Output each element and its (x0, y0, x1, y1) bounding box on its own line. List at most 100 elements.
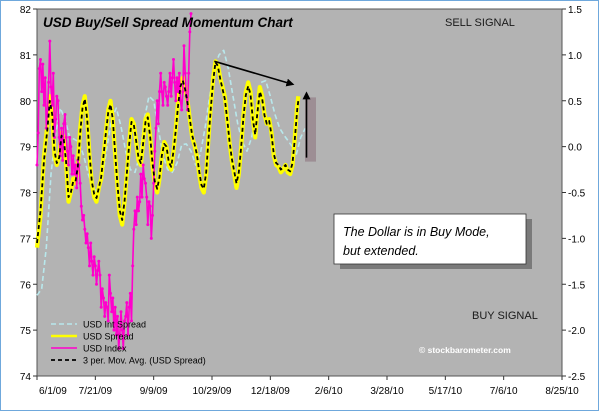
right-tick-label: 0.5 (568, 97, 582, 108)
series-point (37, 67, 41, 71)
series-point (39, 58, 42, 61)
series-point (172, 58, 175, 61)
series-point (47, 80, 51, 84)
series-point (154, 126, 158, 130)
series-point (182, 44, 186, 48)
series-point (179, 99, 182, 103)
series-point (56, 99, 60, 103)
series-point (98, 273, 102, 277)
series-point (68, 135, 72, 139)
series-point (142, 177, 146, 181)
series-point (167, 90, 171, 94)
series-point (41, 62, 45, 66)
series-point (118, 333, 122, 337)
series-point (188, 30, 192, 34)
series-point (83, 227, 87, 231)
left-tick-label: 81 (20, 51, 32, 62)
series-point (103, 314, 107, 318)
series-point (145, 195, 149, 199)
series-point (93, 264, 97, 268)
left-tick-label: 79 (20, 143, 32, 154)
series-point (72, 172, 76, 176)
series-point (60, 126, 63, 130)
series-point (75, 186, 79, 190)
series-point (131, 264, 135, 268)
left-tick-label: 75 (20, 326, 32, 337)
x-tick-label: 3/28/10 (370, 386, 404, 397)
right-tick-label: 0.0 (568, 143, 582, 154)
series-point (123, 319, 126, 323)
series-point (146, 223, 150, 227)
series-point (163, 85, 167, 89)
left-tick-label: 76 (20, 280, 32, 291)
right-tick-label: -2.0 (568, 326, 586, 337)
series-point (84, 241, 88, 245)
right-tick-label: 1.5 (568, 5, 582, 16)
note-line-2: but extended. (343, 244, 419, 258)
series-point (177, 71, 181, 75)
series-point (187, 71, 191, 75)
series-point (140, 195, 144, 199)
series-point (78, 181, 82, 185)
x-tick-label: 2/6/10 (315, 386, 343, 397)
series-point (181, 90, 185, 94)
series-point (125, 301, 129, 305)
buy-signal-label: BUY SIGNAL (472, 310, 538, 322)
right-tick-label: -2.5 (568, 372, 586, 383)
watermark-text: © stockbarometer.com (419, 345, 511, 355)
right-tick-label: 1.0 (568, 51, 582, 62)
right-tick-label: -1.5 (568, 280, 586, 291)
series-point (97, 259, 101, 263)
left-tick-label: 74 (20, 372, 32, 383)
series-point (102, 296, 105, 300)
series-point (156, 122, 160, 126)
note-line-1: The Dollar is in Buy Mode, (343, 225, 490, 239)
series-point (134, 223, 138, 227)
series-point (40, 90, 44, 94)
series-point (62, 122, 66, 126)
series-point (139, 172, 143, 176)
series-point (57, 135, 61, 139)
series-point (169, 94, 173, 98)
series-point (111, 296, 115, 300)
series-point (120, 328, 124, 332)
series-point (128, 291, 132, 295)
x-tick-label: 5/17/10 (429, 386, 463, 397)
series-point (138, 200, 142, 204)
series-point (85, 232, 89, 236)
series-line-3 (36, 61, 300, 244)
series-point (90, 259, 94, 263)
series-point (126, 333, 130, 337)
series-point (168, 71, 172, 75)
series-point (106, 319, 110, 323)
series-point (165, 94, 168, 98)
x-tick-label: 7/6/10 (490, 386, 518, 397)
series-point (69, 145, 73, 149)
series-line-0 (36, 49, 307, 296)
series-point (148, 204, 152, 208)
series-point (112, 328, 116, 332)
series-point (63, 113, 67, 116)
series-point (162, 80, 166, 84)
series-point (159, 71, 163, 75)
series-point (81, 218, 84, 222)
series-point (133, 209, 137, 213)
x-tick-label: 7/21/09 (79, 386, 113, 397)
series-point (64, 135, 68, 139)
series-point (51, 71, 55, 75)
series-point (67, 163, 70, 167)
series-point (71, 154, 75, 158)
series-point (155, 99, 159, 103)
left-tick-label: 80 (20, 97, 32, 108)
legend-label: USD Spread (83, 332, 134, 342)
series-point (109, 291, 112, 295)
series-point (43, 76, 47, 80)
series-point (65, 149, 69, 153)
series-point (110, 310, 114, 314)
series-point (104, 301, 108, 305)
left-tick-label: 82 (20, 5, 32, 16)
series-point (170, 76, 174, 80)
series-point (86, 246, 90, 250)
x-tick-label: 8/25/10 (545, 386, 579, 397)
